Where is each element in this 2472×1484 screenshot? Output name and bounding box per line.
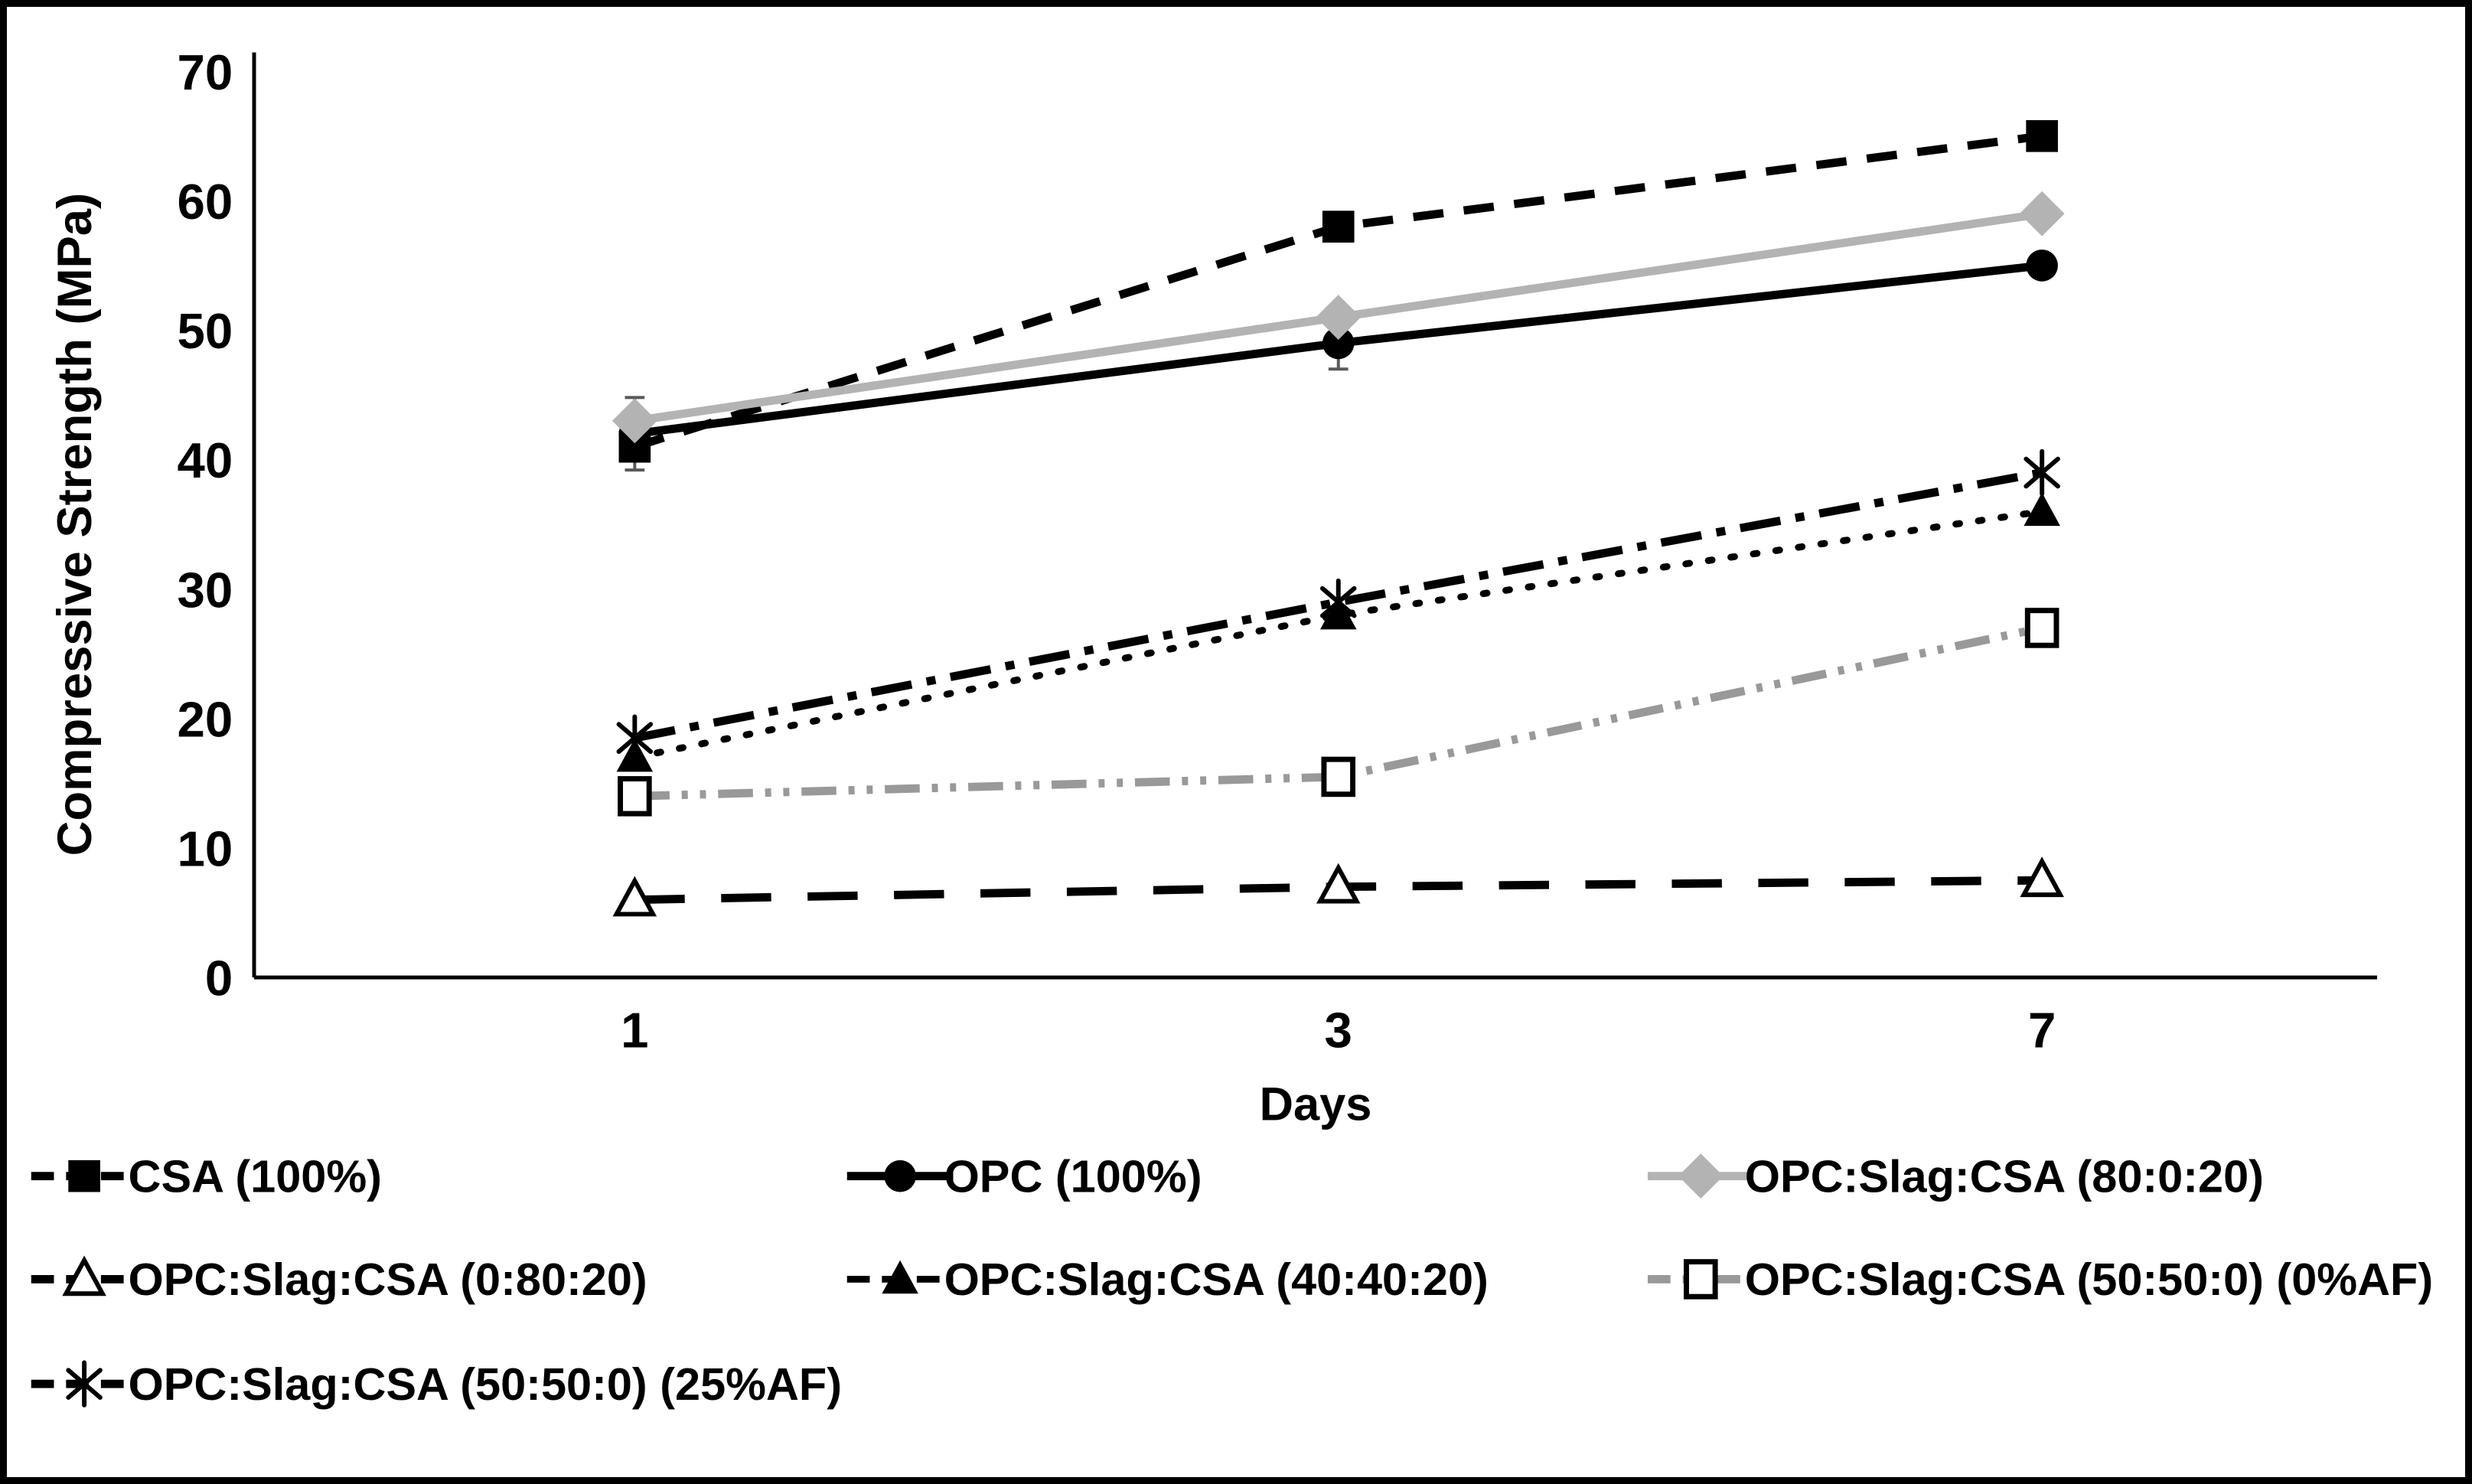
legend-asterisk xyxy=(66,1368,103,1400)
legend-item: OPC:Slag:CSA (50:50:0) (0%AF) xyxy=(1647,1254,2433,1305)
y-tick-label: 0 xyxy=(205,951,233,1006)
legend-item: OPC:Slag:CSA (0:80:20) xyxy=(31,1254,647,1305)
marker-open-triangle xyxy=(1316,863,1361,904)
y-tick-label: 70 xyxy=(178,44,233,100)
series-markers-2 xyxy=(611,191,2065,444)
legend-label: OPC (100%) xyxy=(944,1150,1202,1202)
legend-label: CSA (100%) xyxy=(129,1150,382,1202)
marker-open-square xyxy=(2024,608,2059,648)
y-tick-label: 40 xyxy=(178,432,233,488)
x-tick-label: 1 xyxy=(621,1002,648,1058)
legend-filled-triangle xyxy=(882,1260,918,1294)
marker-open-triangle xyxy=(2020,856,2064,898)
marker-filled-square xyxy=(1322,210,1355,243)
legend-label: OPC:Slag:CSA (40:40:20) xyxy=(944,1254,1489,1305)
y-tick-label: 60 xyxy=(178,174,233,230)
x-axis-title: Days xyxy=(1260,1078,1372,1130)
legend-item: OPC:Slag:CSA (50:50:0) (25%AF) xyxy=(31,1358,842,1410)
series-line xyxy=(631,507,2046,762)
marker-filled-triangle xyxy=(2024,492,2060,527)
marker-asterisk xyxy=(1319,585,1357,618)
series-line xyxy=(634,624,2043,801)
legend-label: OPC:Slag:CSA (0:80:20) xyxy=(129,1254,647,1305)
legend-label: OPC:Slag:CSA (50:50:0) (0%AF) xyxy=(1745,1254,2433,1305)
legend-filled-diamond xyxy=(1678,1153,1724,1199)
y-tick-label: 20 xyxy=(178,691,233,747)
x-tick-label: 3 xyxy=(1325,1002,1352,1058)
series-4 xyxy=(631,507,2046,762)
legend-item: CSA (100%) xyxy=(31,1150,382,1202)
series-markers-4 xyxy=(616,492,2060,772)
marker-open-triangle xyxy=(612,876,657,917)
legend-filled-circle xyxy=(884,1159,916,1192)
marker-filled-diamond xyxy=(1316,295,1362,340)
series-markers-3 xyxy=(612,856,2064,917)
marker-asterisk xyxy=(2024,456,2060,489)
marker-open-square xyxy=(618,776,652,817)
marker-filled-diamond xyxy=(611,398,657,444)
marker-filled-circle xyxy=(1322,327,1355,360)
x-tick-label: 7 xyxy=(2028,1002,2056,1058)
axes: 0 10 20 30 40 50 60 70 1 3 7 Compressive Strength (… xyxy=(48,44,2378,1130)
legend-label: OPC:Slag:CSA (50:50:0) (25%AF) xyxy=(129,1358,842,1410)
chart-canvas: 0 10 20 30 40 50 60 70 1 3 7 Compressive Strength (… xyxy=(31,44,2433,1410)
marker-filled-square xyxy=(2026,119,2058,152)
y-tick-label: 30 xyxy=(178,562,233,618)
marker-filled-diamond xyxy=(2019,191,2065,236)
legend-item: OPC (100%) xyxy=(846,1150,1202,1202)
legend-open-square xyxy=(1684,1259,1718,1300)
legend-item: OPC:Slag:CSA (80:0:20) xyxy=(1647,1150,2264,1202)
series-markers-1 xyxy=(618,250,2058,450)
legend: CSA (100%) OPC (100%) OPC:Slag:CSA (80:0:2… xyxy=(31,1150,2433,1410)
y-tick-label: 50 xyxy=(178,303,233,359)
y-tick-label: 10 xyxy=(178,821,233,877)
legend-label: OPC:Slag:CSA (80:0:20) xyxy=(1745,1150,2264,1202)
series-markers-5 xyxy=(618,608,2059,817)
series-5 xyxy=(634,624,2043,801)
legend-item: OPC:Slag:CSA (40:40:20) xyxy=(846,1254,1489,1305)
series-markers-6 xyxy=(616,448,2060,762)
marker-filled-circle xyxy=(2026,250,2058,282)
marker-asterisk xyxy=(616,722,654,755)
legend-open-triangle xyxy=(62,1255,106,1296)
y-axis-title: Compressive Strength (MPa) xyxy=(48,193,102,856)
legend-filled-square xyxy=(68,1159,100,1192)
marker-open-square xyxy=(1321,756,1356,797)
